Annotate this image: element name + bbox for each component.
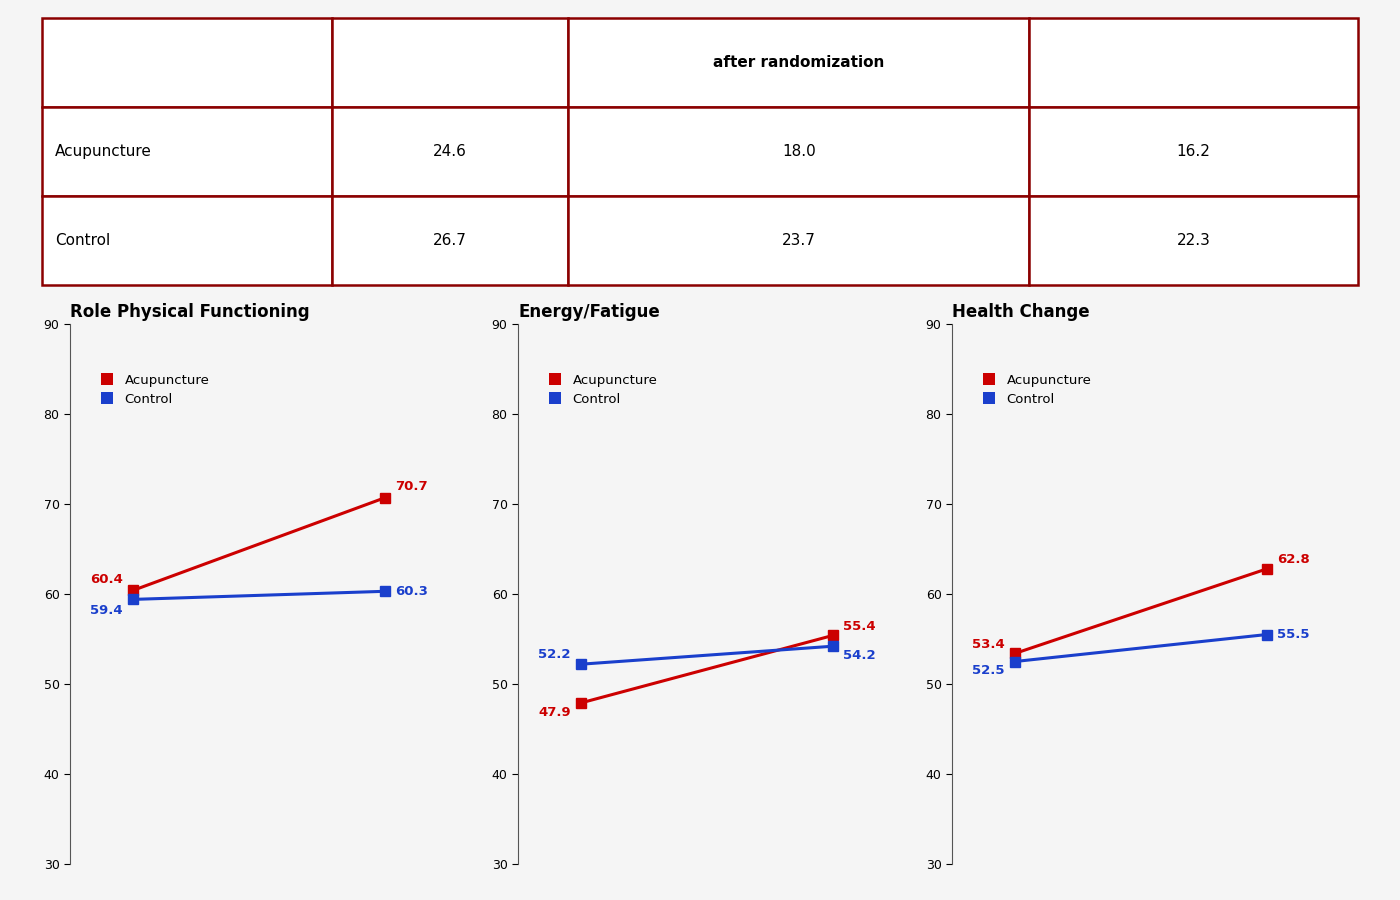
- Text: 26.7: 26.7: [433, 233, 466, 248]
- Text: 59.4: 59.4: [90, 604, 123, 617]
- Text: 52.5: 52.5: [973, 664, 1005, 677]
- Text: Control: Control: [55, 233, 111, 248]
- Legend: Acupuncture, Control: Acupuncture, Control: [543, 368, 662, 411]
- Bar: [1029, 196, 1358, 285]
- Text: 53.4: 53.4: [972, 638, 1005, 651]
- Bar: [42, 107, 332, 196]
- Text: 23.7: 23.7: [781, 233, 816, 248]
- Text: Energy/Fatigue: Energy/Fatigue: [518, 303, 659, 321]
- Bar: [568, 18, 1029, 107]
- Bar: [1029, 18, 1358, 107]
- Bar: [42, 196, 332, 285]
- Bar: [332, 196, 568, 285]
- Text: 60.3: 60.3: [395, 585, 428, 598]
- Text: 47.9: 47.9: [538, 706, 571, 718]
- Bar: [568, 196, 1029, 285]
- Text: 60.4: 60.4: [90, 573, 123, 586]
- Bar: [42, 18, 332, 107]
- Text: 52.2: 52.2: [539, 649, 571, 662]
- Bar: [332, 107, 568, 196]
- Bar: [332, 18, 568, 107]
- Text: after randomization: after randomization: [713, 55, 885, 70]
- Text: Acupuncture: Acupuncture: [55, 144, 153, 159]
- Text: Role Physical Functioning: Role Physical Functioning: [70, 303, 309, 321]
- Text: 62.8: 62.8: [1277, 554, 1310, 566]
- Legend: Acupuncture, Control: Acupuncture, Control: [977, 368, 1096, 411]
- Text: Health Change: Health Change: [952, 303, 1089, 321]
- Legend: Acupuncture, Control: Acupuncture, Control: [95, 368, 214, 411]
- Text: 24.6: 24.6: [433, 144, 466, 159]
- Text: 55.5: 55.5: [1277, 628, 1309, 641]
- Text: 70.7: 70.7: [395, 481, 428, 493]
- Bar: [568, 107, 1029, 196]
- Text: 55.4: 55.4: [843, 620, 876, 633]
- Text: 22.3: 22.3: [1176, 233, 1211, 248]
- Bar: [1029, 107, 1358, 196]
- Text: 16.2: 16.2: [1176, 144, 1211, 159]
- Text: 54.2: 54.2: [843, 649, 876, 662]
- Text: 18.0: 18.0: [781, 144, 816, 159]
